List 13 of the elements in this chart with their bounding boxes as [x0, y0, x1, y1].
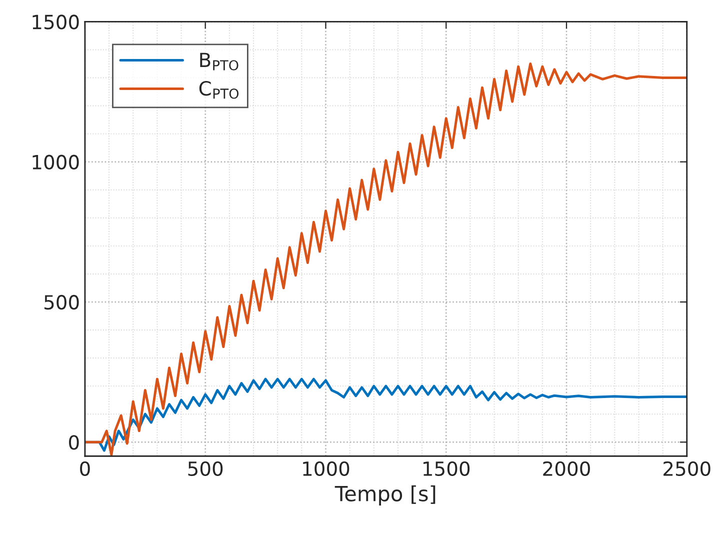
- x-tick-label: 1000: [303, 461, 350, 476]
- x-tick-label: 2500: [664, 461, 710, 476]
- x-tick-label: 2000: [543, 461, 590, 476]
- y-tick-label: 0: [69, 435, 79, 450]
- y-tick-label: 1500: [32, 14, 79, 30]
- x-tick-label: 0: [80, 461, 90, 476]
- y-tick-label: 500: [44, 294, 79, 310]
- x-tick-label: 1500: [424, 461, 470, 476]
- y-tick-label: 1000: [32, 154, 79, 170]
- legend-label: C$_{PTO}$: [199, 80, 239, 99]
- x-axis-title: Tempo [s]: [334, 485, 436, 506]
- legend-label: B$_{PTO}$: [200, 52, 238, 70]
- x-tick-label: 500: [188, 461, 223, 476]
